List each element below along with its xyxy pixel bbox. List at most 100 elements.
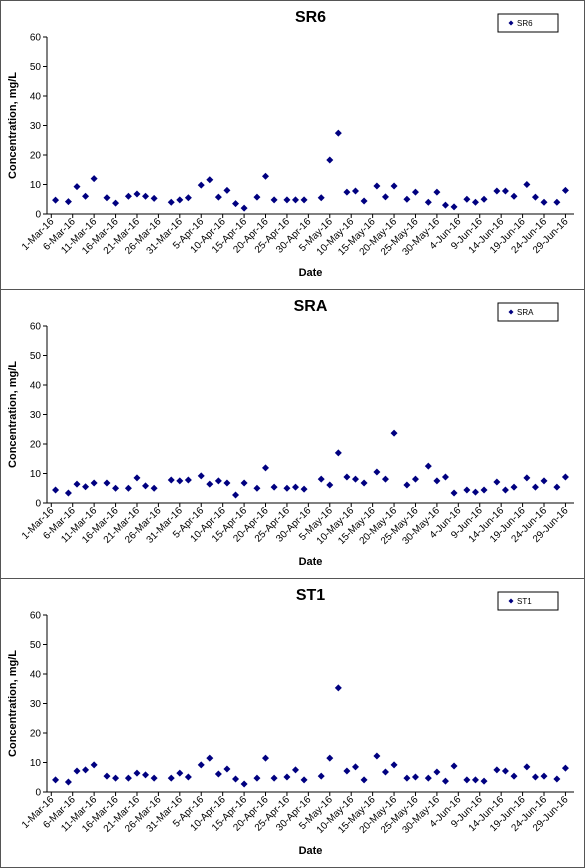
legend-label: SR6 bbox=[517, 19, 533, 28]
point bbox=[510, 772, 518, 780]
point bbox=[334, 684, 342, 692]
point bbox=[334, 449, 342, 457]
chart-title: SRA bbox=[294, 298, 328, 315]
point bbox=[441, 201, 449, 209]
point bbox=[390, 429, 398, 437]
legend-box bbox=[497, 591, 559, 611]
point bbox=[351, 763, 359, 771]
point bbox=[334, 129, 342, 137]
point bbox=[441, 777, 449, 785]
point bbox=[463, 195, 471, 203]
point bbox=[326, 481, 334, 489]
point bbox=[197, 472, 205, 480]
y-tick-label: 30 bbox=[30, 410, 42, 421]
point bbox=[184, 194, 192, 202]
point bbox=[373, 752, 381, 760]
point bbox=[424, 462, 432, 470]
legend-label: SRA bbox=[517, 308, 534, 317]
point bbox=[283, 196, 291, 204]
point bbox=[493, 766, 501, 774]
point bbox=[326, 156, 334, 164]
point bbox=[403, 481, 411, 489]
y-tick-label: 10 bbox=[30, 469, 42, 480]
point bbox=[90, 761, 98, 769]
point bbox=[103, 479, 111, 487]
point bbox=[531, 193, 539, 201]
y-axis-title: Concentration, mg/L bbox=[7, 72, 19, 179]
y-tick-label: 20 bbox=[30, 151, 42, 162]
point bbox=[270, 774, 278, 782]
legend-box bbox=[497, 302, 559, 322]
point bbox=[240, 479, 248, 487]
point bbox=[424, 198, 432, 206]
point bbox=[351, 475, 359, 483]
point bbox=[450, 489, 458, 497]
y-tick-label: 40 bbox=[30, 381, 42, 392]
point bbox=[561, 473, 569, 481]
point bbox=[124, 192, 132, 200]
y-tick-label: 40 bbox=[30, 670, 42, 681]
y-tick-label: 50 bbox=[30, 351, 42, 362]
point bbox=[523, 181, 531, 188]
point bbox=[343, 188, 351, 196]
x-axis-title: Date bbox=[299, 556, 323, 568]
y-tick-label: 20 bbox=[30, 440, 42, 451]
point bbox=[52, 776, 60, 784]
point bbox=[223, 186, 231, 194]
point bbox=[214, 770, 222, 778]
point bbox=[480, 777, 488, 785]
point bbox=[510, 192, 518, 200]
point bbox=[176, 769, 184, 777]
y-tick-label: 40 bbox=[30, 92, 42, 103]
point bbox=[292, 766, 300, 774]
point bbox=[411, 188, 419, 196]
point bbox=[480, 195, 488, 203]
point bbox=[433, 768, 441, 776]
point bbox=[531, 773, 539, 781]
point bbox=[523, 763, 531, 771]
point bbox=[82, 766, 90, 774]
legend-label: ST1 bbox=[517, 597, 532, 606]
point bbox=[540, 772, 548, 780]
point bbox=[184, 773, 192, 781]
point bbox=[373, 182, 381, 190]
point bbox=[360, 197, 368, 205]
point bbox=[523, 474, 531, 482]
point bbox=[240, 780, 248, 788]
point bbox=[381, 193, 389, 201]
chart-title: SR6 bbox=[295, 9, 326, 26]
point bbox=[103, 194, 111, 202]
point bbox=[223, 765, 231, 773]
point bbox=[253, 774, 261, 782]
point bbox=[510, 483, 518, 491]
point bbox=[501, 187, 509, 195]
point bbox=[253, 193, 261, 201]
point bbox=[463, 486, 471, 494]
point bbox=[343, 473, 351, 481]
y-tick-label: 50 bbox=[30, 62, 42, 73]
x-axis-title: Date bbox=[299, 845, 323, 857]
point bbox=[480, 486, 488, 494]
point bbox=[561, 764, 569, 772]
point bbox=[112, 199, 120, 207]
point bbox=[90, 479, 98, 487]
point bbox=[112, 484, 120, 492]
chart-title: ST1 bbox=[296, 587, 325, 604]
point bbox=[112, 774, 120, 782]
point bbox=[90, 175, 98, 183]
point bbox=[326, 754, 334, 762]
point bbox=[167, 198, 175, 206]
point bbox=[232, 491, 240, 499]
point bbox=[206, 176, 214, 184]
y-tick-label: 0 bbox=[35, 788, 41, 799]
point bbox=[214, 193, 222, 201]
point bbox=[343, 767, 351, 775]
point bbox=[223, 479, 231, 487]
point bbox=[270, 483, 278, 491]
legend-marker bbox=[508, 598, 514, 604]
point bbox=[403, 195, 411, 203]
point bbox=[450, 762, 458, 770]
point bbox=[133, 769, 141, 777]
point bbox=[292, 196, 300, 204]
